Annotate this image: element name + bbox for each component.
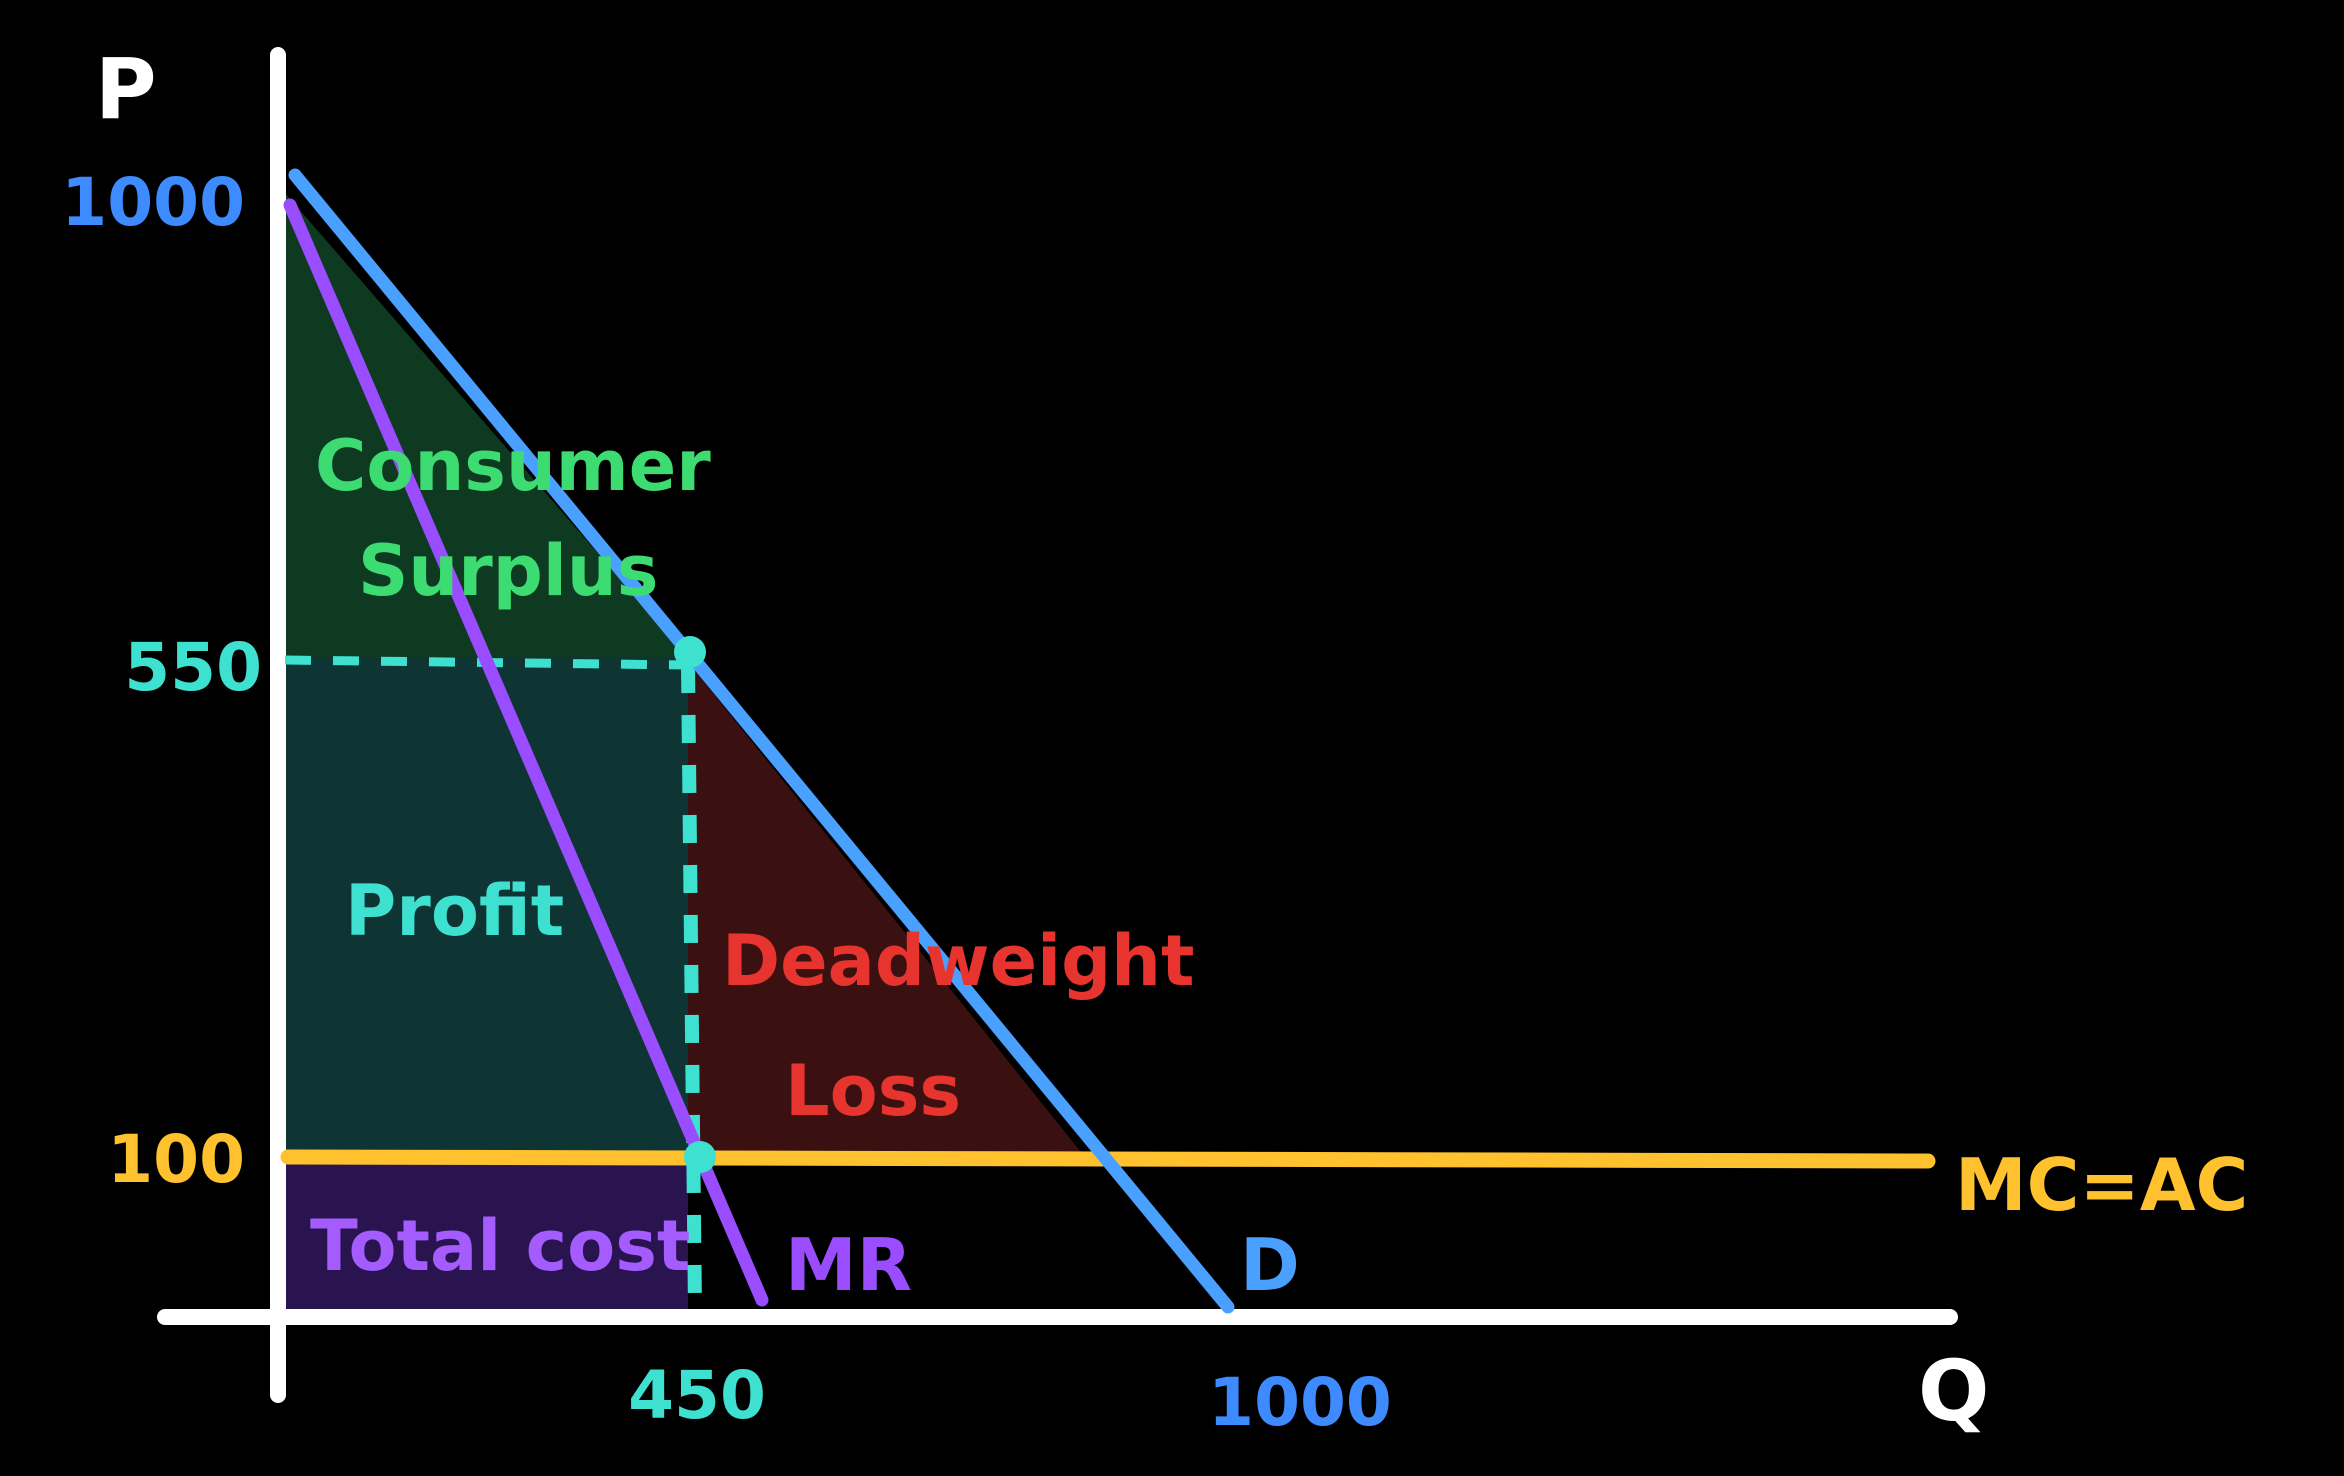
total-cost-label: Total cost: [310, 1205, 690, 1287]
x-axis-label: Q: [1918, 1342, 1989, 1440]
x-tick-1000: 1000: [1208, 1364, 1392, 1441]
consumer-surplus-label-1: Consumer: [315, 425, 711, 507]
deadweight-loss-label-2: Loss: [785, 1050, 961, 1132]
y-axis-label: P: [95, 40, 157, 138]
profit-region: [278, 657, 688, 1157]
consumer-surplus-label-2: Surplus: [358, 530, 658, 612]
mr-label: MR: [785, 1223, 912, 1307]
monopoly-price-point: [674, 636, 706, 668]
deadweight-loss-region: [688, 662, 1085, 1157]
demand-curve: [288, 168, 1235, 1314]
y-tick-1000: 1000: [61, 164, 245, 241]
y-tick-100: 100: [107, 1121, 245, 1198]
profit-label: Profit: [345, 870, 564, 952]
x-tick-450: 450: [628, 1357, 766, 1434]
monopoly-quantity-point: [684, 1141, 716, 1173]
demand-label: D: [1240, 1223, 1300, 1307]
consumer-surplus-region: [278, 185, 688, 657]
mc-ac-label: MC=AC: [1955, 1143, 2248, 1227]
deadweight-loss-label-1: Deadweight: [722, 920, 1194, 1002]
mr-curve: [283, 198, 769, 1307]
quantity-guide-dashed: [681, 664, 702, 1311]
total-cost-region: [278, 1157, 688, 1317]
y-tick-550: 550: [124, 629, 262, 706]
